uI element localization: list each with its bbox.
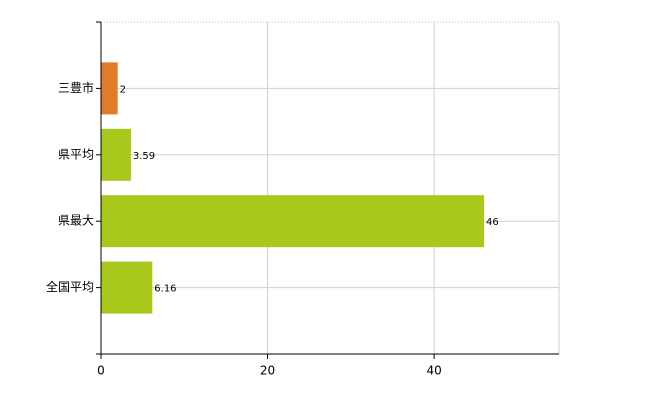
y-tick-label: 全国平均 <box>46 279 94 294</box>
bar <box>101 261 153 314</box>
bar <box>101 128 131 181</box>
y-tick-label: 県最大 <box>58 214 94 228</box>
x-tick-label: 20 <box>260 364 275 378</box>
bar <box>101 62 118 115</box>
x-tick-label: 40 <box>426 364 441 378</box>
y-tick-label: 県平均 <box>58 147 94 161</box>
value-label: 2 <box>120 84 126 95</box>
value-label: 3.59 <box>133 151 155 162</box>
value-label: 46 <box>486 217 499 228</box>
x-tick-label: 0 <box>97 364 105 378</box>
value-label: 6.16 <box>154 284 176 295</box>
y-tick-label: 三豊市 <box>58 80 94 95</box>
bar <box>101 195 485 248</box>
